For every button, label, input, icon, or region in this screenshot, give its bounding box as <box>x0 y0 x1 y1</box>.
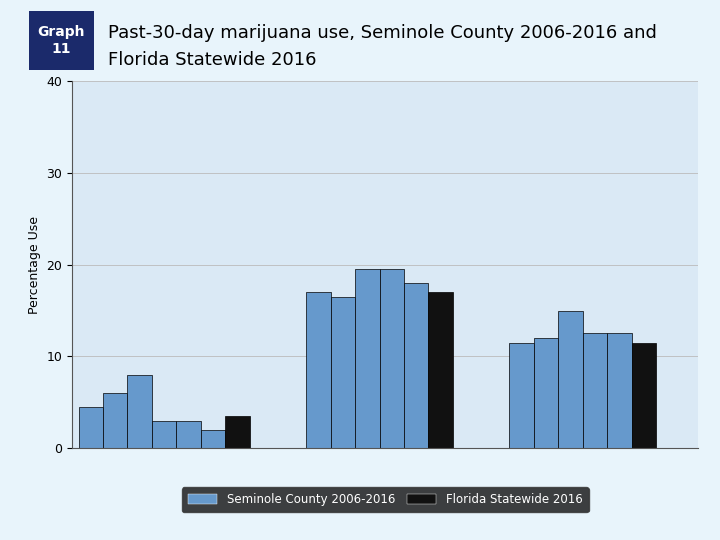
Bar <box>330 296 355 448</box>
Bar <box>103 393 127 448</box>
Bar <box>631 342 656 448</box>
Bar <box>379 269 404 448</box>
Text: Graph
11: Graph 11 <box>37 25 85 56</box>
Text: Florida Statewide 2016: Florida Statewide 2016 <box>108 51 317 69</box>
Y-axis label: Percentage Use: Percentage Use <box>28 215 41 314</box>
Bar <box>225 416 250 448</box>
Bar <box>404 283 428 448</box>
Bar <box>509 342 534 448</box>
Bar <box>355 269 379 448</box>
Bar <box>78 407 103 448</box>
Bar <box>607 333 631 448</box>
Bar <box>428 292 453 448</box>
Bar <box>534 338 558 448</box>
Text: Past-30-day marijuana use, Seminole County 2006-2016 and: Past-30-day marijuana use, Seminole Coun… <box>108 24 657 42</box>
Bar <box>152 421 176 448</box>
Bar <box>582 333 607 448</box>
Bar <box>127 375 152 448</box>
Bar <box>201 430 225 448</box>
Legend: Seminole County 2006-2016, Florida Statewide 2016: Seminole County 2006-2016, Florida State… <box>182 487 588 512</box>
Bar <box>176 421 201 448</box>
Bar <box>306 292 330 448</box>
Bar <box>558 310 582 448</box>
